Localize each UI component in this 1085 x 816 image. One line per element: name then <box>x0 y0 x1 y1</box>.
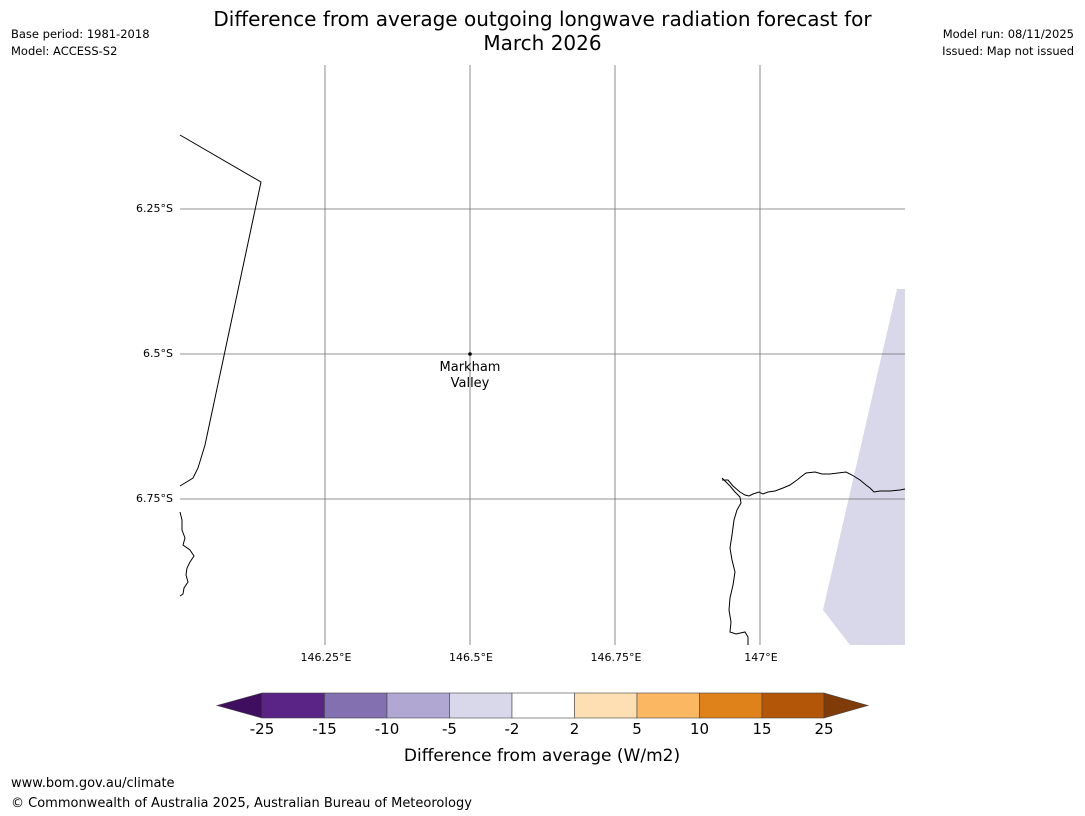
colorbar-extend-high <box>823 692 870 719</box>
map-title: Difference from average outgoing longwav… <box>180 7 905 55</box>
footer-copyright: © Commonwealth of Australia 2025, Austra… <box>11 796 472 811</box>
place-label: Markham Valley <box>420 360 520 392</box>
colorbar-tick: 10 <box>689 720 710 738</box>
colorbar-swatch-6 <box>574 692 638 719</box>
colorbar-tick: -25 <box>249 720 275 738</box>
colorbar-tick: -15 <box>312 720 337 738</box>
coastline-west <box>179 511 195 597</box>
colorbar-swatch-3 <box>386 692 450 719</box>
title-line-2: March 2026 <box>483 31 602 55</box>
colorbar-tick: 2 <box>569 720 580 738</box>
colorbar-swatch-4 <box>449 692 513 719</box>
place-marker <box>468 352 472 356</box>
colorbar-tick: -2 <box>504 720 520 738</box>
colorbar-tick: 25 <box>814 720 834 738</box>
colorbar-tick: 15 <box>752 720 772 738</box>
base-period: Base period: 1981-2018 <box>11 27 150 41</box>
coastline-east <box>722 471 906 497</box>
colorbar-swatch-2 <box>324 692 388 719</box>
colorbar-swatch-5 <box>511 692 575 719</box>
province-boundary <box>179 134 262 487</box>
lat-label-6.25: 6.25°S <box>136 202 173 215</box>
colorbar-tick: 5 <box>632 720 642 738</box>
lon-label-146.25: 146.25°E <box>300 651 352 664</box>
colorbar-tick: -10 <box>374 720 400 738</box>
lat-label-6.5: 6.5°S <box>143 347 173 360</box>
lon-label-146.5: 146.5°E <box>449 651 493 664</box>
model-name: Model: ACCESS-S2 <box>11 44 118 58</box>
lat-label-6.75: 6.75°S <box>136 492 173 505</box>
model-run: Model run: 08/11/2025 <box>942 27 1074 41</box>
river-line <box>721 477 749 645</box>
anomaly-region <box>823 289 905 645</box>
place-name-line-1: Markham <box>439 360 501 375</box>
lon-label-146.75: 146.75°E <box>590 651 642 664</box>
colorbar-swatch-8 <box>699 692 763 719</box>
colorbar-swatch-9 <box>761 692 825 719</box>
footer-url: www.bom.gov.au/climate <box>11 776 175 791</box>
colorbar-swatch-1 <box>261 692 325 719</box>
lon-label-147: 147°E <box>744 651 778 664</box>
title-line-1: Difference from average outgoing longwav… <box>213 7 872 31</box>
colorbar-label: Difference from average (W/m2) <box>403 746 681 766</box>
place-name-line-2: Valley <box>450 376 490 391</box>
meta-left: Base period: 1981-2018 Model: ACCESS-S2 <box>11 26 150 60</box>
issued-status: Issued: Map not issued <box>942 44 1074 58</box>
colorbar-extend-low <box>215 692 263 719</box>
colorbar-tick: -5 <box>442 720 457 738</box>
meta-right: Model run: 08/11/2025 Issued: Map not is… <box>942 26 1074 60</box>
colorbar-swatch-7 <box>636 692 700 719</box>
